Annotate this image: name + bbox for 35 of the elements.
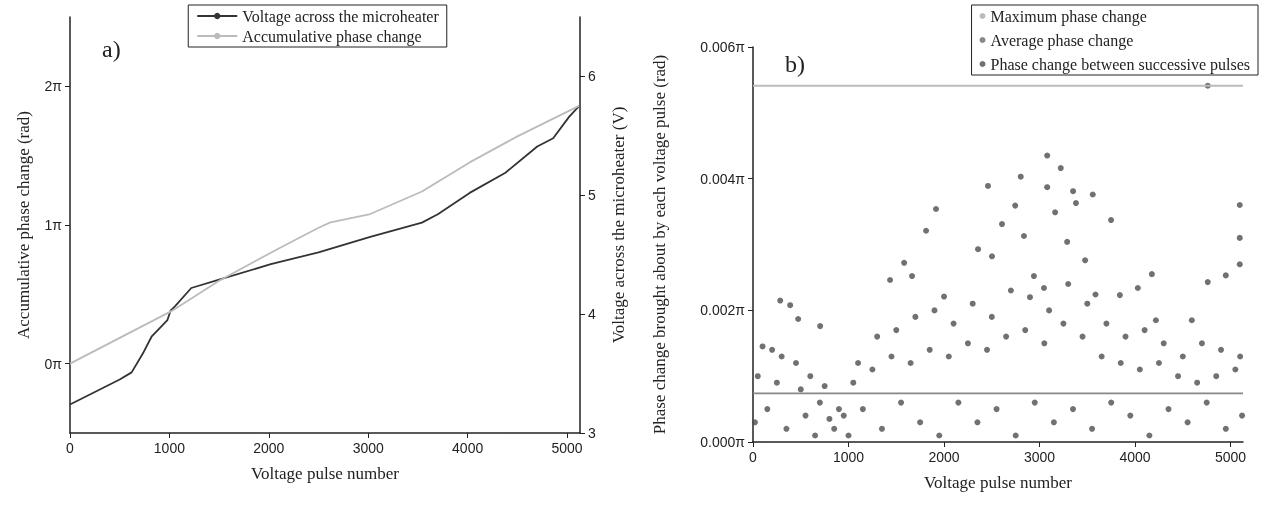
x-tick-label: 4000: [1119, 449, 1151, 465]
legend-label: Voltage across the microheater: [242, 7, 440, 26]
x-tick-label: 5000: [551, 440, 583, 456]
y-tick-label: 0.000π: [700, 434, 746, 450]
x-tick-label: 2000: [253, 440, 285, 456]
y2-tick-label: 3: [588, 425, 596, 441]
legend-label: Average phase change: [990, 31, 1134, 50]
y2-tick-label: 5: [588, 187, 596, 204]
y-tick-label: 1π: [44, 217, 63, 233]
annotation: b): [785, 51, 805, 77]
legend-label: Phase change between successive pulses: [990, 55, 1250, 74]
annotation: a): [102, 36, 121, 62]
x-axis-title: Voltage pulse number: [251, 464, 400, 483]
x-tick-label: 1000: [153, 440, 186, 456]
x-tick-label: 4000: [452, 440, 484, 456]
legend-label: Maximum phase change: [990, 7, 1147, 26]
x-tick-label: 0: [66, 440, 75, 456]
y-tick-label: 2π: [44, 78, 63, 95]
y2-axis-title: Voltage across the microheater (V): [609, 106, 628, 344]
x-tick-label: 1000: [832, 449, 865, 465]
y-axis-title: Phase change brought about by each voltage pulse (rad): [650, 54, 669, 435]
legend-label: Accumulative phase change: [242, 27, 422, 46]
x-tick-label: 0: [749, 449, 758, 465]
x-axis-title: Voltage pulse number: [924, 473, 1073, 492]
x-tick-label: 2000: [928, 449, 960, 465]
y-tick-label: 0.004π: [700, 170, 746, 187]
y-tick-label: 0π: [44, 355, 63, 372]
x-tick-label: 3000: [1023, 449, 1056, 465]
y-tick-label: 0.006π: [700, 39, 746, 55]
y2-tick-label: 4: [588, 306, 596, 323]
x-tick-label: 5000: [1215, 449, 1247, 465]
y-axis-title: Accumulative phase change (rad): [14, 111, 33, 339]
x-tick-label: 3000: [352, 440, 385, 456]
y-tick-label: 0.002π: [700, 302, 746, 319]
y2-tick-label: 6: [588, 68, 596, 85]
